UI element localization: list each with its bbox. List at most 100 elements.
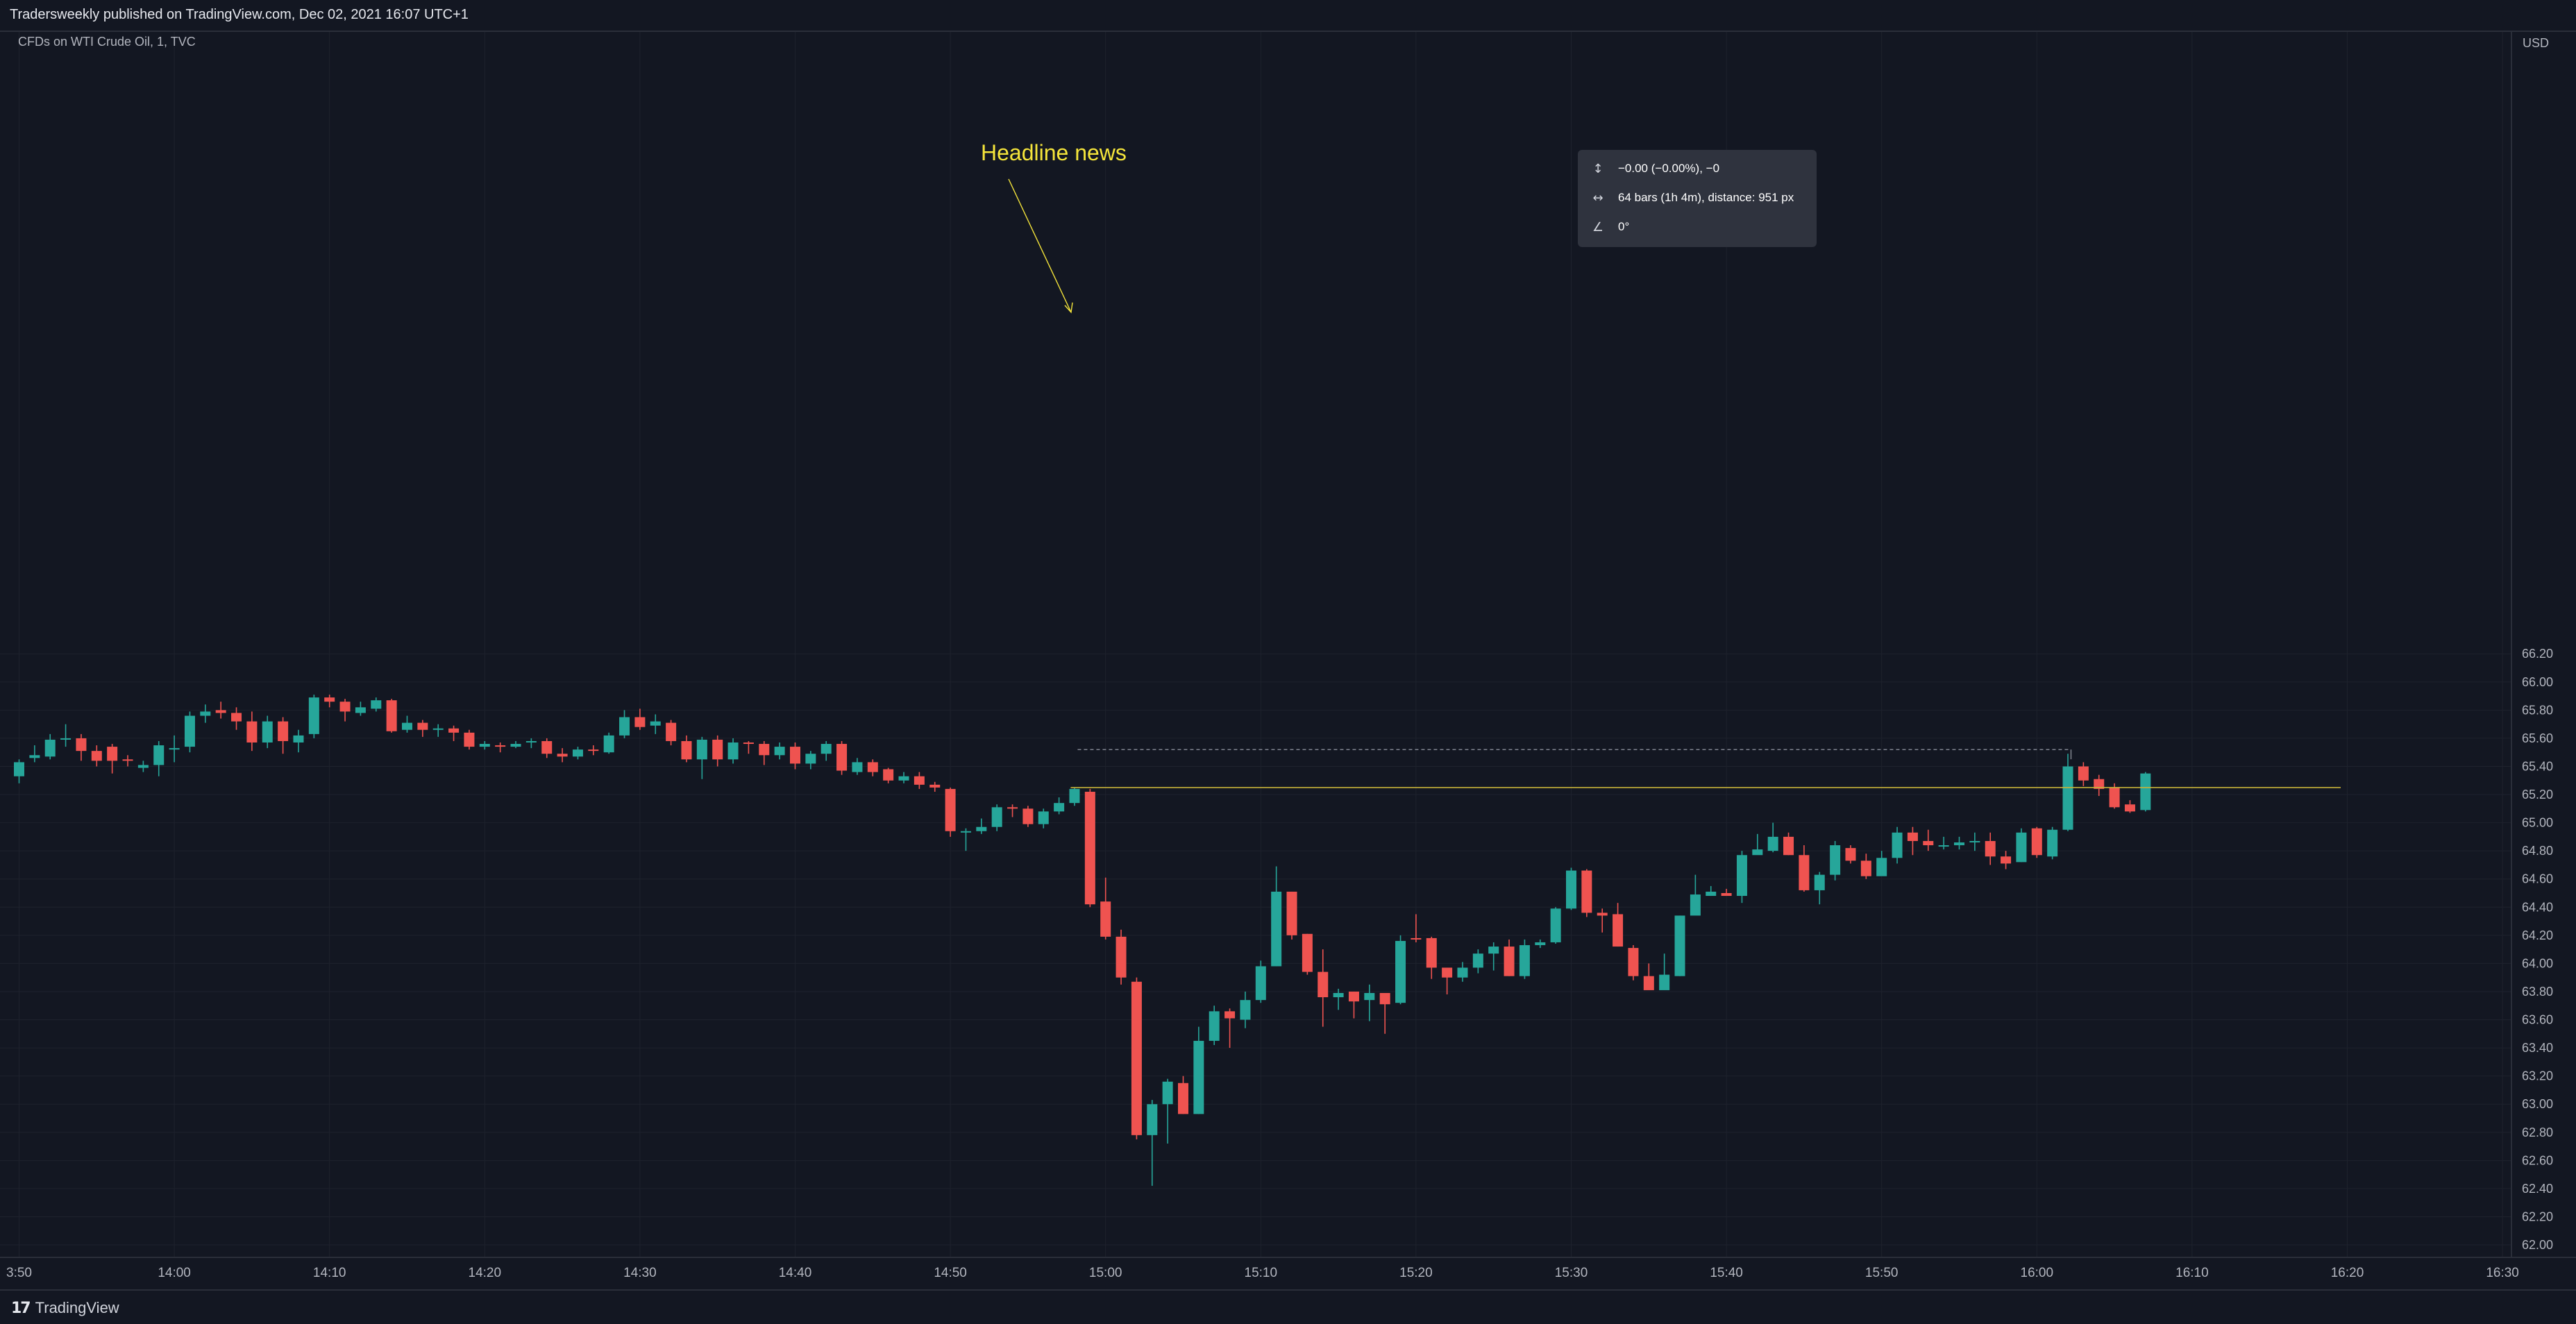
- candle: [557, 748, 568, 763]
- candle: [262, 715, 273, 749]
- candle-body: [262, 721, 273, 743]
- y-tick-label: 65.20: [2522, 788, 2553, 801]
- candle: [929, 781, 941, 792]
- candle: [790, 742, 800, 770]
- candle: [308, 695, 319, 738]
- y-tick-label: 63.20: [2522, 1069, 2553, 1083]
- candle-body: [1100, 901, 1111, 937]
- candle-body: [1767, 836, 1778, 851]
- candle-body: [836, 744, 848, 771]
- candle: [2124, 800, 2135, 813]
- candle: [324, 695, 335, 708]
- tradingview-brand[interactable]: 17 TradingView: [11, 1299, 119, 1317]
- symbol-legend[interactable]: CFDs on WTI Crude Oil, 1, TVC: [18, 35, 196, 49]
- candle: [246, 711, 258, 752]
- price-axis[interactable]: 62.00 62.20 62.40 62.60 62.80 63.00 63.20 63.40…: [2522, 36, 2553, 1252]
- x-tick-label: 15:20: [1399, 1266, 1433, 1280]
- candle: [1721, 888, 1732, 897]
- y-tick-label: 64.20: [2522, 928, 2553, 942]
- x-tick-label: 15:30: [1555, 1266, 1588, 1280]
- candle-body: [1938, 845, 1949, 847]
- y-tick-label: 64.00: [2522, 956, 2553, 970]
- candle: [1333, 988, 1344, 1010]
- candle: [1302, 933, 1313, 975]
- candle: [169, 735, 180, 763]
- candle-body: [1271, 891, 1282, 967]
- candle: [1178, 1076, 1188, 1114]
- candle-body: [603, 735, 614, 753]
- x-tick-label: 16:20: [2331, 1266, 2364, 1280]
- candle: [1007, 804, 1018, 817]
- candle: [1860, 854, 1871, 879]
- candle: [1706, 885, 1717, 897]
- candle-body: [1147, 1104, 1158, 1135]
- candle-body: [355, 707, 366, 713]
- y-tick-label: 66.20: [2522, 647, 2553, 661]
- candle: [1985, 832, 1996, 865]
- candle-body: [1302, 933, 1313, 972]
- candle-body: [2047, 829, 2058, 857]
- candle-body: [1333, 992, 1344, 998]
- candle-body: [1364, 992, 1375, 1001]
- candle: [1286, 891, 1297, 940]
- candle: [852, 758, 863, 775]
- candle: [153, 740, 165, 776]
- candle-body: [790, 747, 800, 764]
- candle-body: [308, 697, 319, 734]
- candle-body: [666, 722, 677, 741]
- candle: [1767, 822, 1778, 853]
- candle: [1379, 992, 1390, 1034]
- candle: [448, 725, 460, 741]
- candle: [681, 735, 692, 763]
- candle-body: [2078, 766, 2089, 781]
- candle-body: [510, 744, 521, 747]
- candle-body: [1752, 849, 1763, 856]
- candle: [60, 724, 71, 747]
- candle-body: [1084, 791, 1095, 905]
- candle-body: [91, 751, 102, 761]
- x-tick-label: 15:00: [1089, 1266, 1122, 1280]
- candle-body: [1954, 842, 1964, 846]
- candle: [1488, 942, 1499, 971]
- measure-angle: 0°: [1618, 220, 1630, 233]
- headline-news-annotation[interactable]: Headline news: [981, 140, 1127, 165]
- price-chart[interactable]: 62.00 62.20 62.40 62.60 62.80 63.00 63.20 63.40…: [0, 32, 2576, 1289]
- candle: [464, 729, 475, 750]
- candle: [1504, 939, 1515, 976]
- candle-body: [2062, 766, 2073, 830]
- drawing-overlays[interactable]: [1008, 178, 2341, 788]
- candle: [867, 759, 878, 776]
- y-tick-label: 64.80: [2522, 844, 2553, 858]
- candle: [231, 707, 242, 730]
- x-tick-label: 14:30: [623, 1266, 657, 1280]
- candle-body: [696, 739, 707, 760]
- y-tick-label: 65.80: [2522, 703, 2553, 717]
- time-axis[interactable]: 3:50 14:00 14:10 14:20 14:30 14:40 14:50 15:00 1…: [6, 1266, 2519, 1280]
- candle: [1659, 953, 1670, 990]
- candle: [805, 751, 816, 770]
- candle: [619, 710, 630, 738]
- candle-body: [1069, 788, 1080, 804]
- candle-body: [1131, 981, 1142, 1135]
- x-tick-label: 15:50: [1865, 1266, 1899, 1280]
- candle: [1674, 915, 1685, 976]
- candle: [1519, 939, 1530, 979]
- candle-body: [44, 739, 56, 757]
- candle-body: [448, 728, 460, 733]
- candle-body: [1054, 803, 1065, 812]
- candle-body: [1007, 807, 1018, 809]
- candle-body: [339, 702, 351, 712]
- x-tick-label: 14:40: [779, 1266, 812, 1280]
- candle: [1830, 840, 1841, 881]
- candle-body: [976, 826, 987, 831]
- candle: [1100, 877, 1111, 940]
- candle-body: [1457, 967, 1468, 978]
- candle-body: [1876, 858, 1887, 876]
- candle-body: [1892, 832, 1903, 858]
- y-tick-label: 62.20: [2522, 1210, 2553, 1223]
- x-tick-label: 14:20: [469, 1266, 502, 1280]
- candle-body: [2016, 832, 2027, 863]
- candlestick-series[interactable]: [14, 695, 2151, 1186]
- candle: [1147, 1100, 1158, 1186]
- candle-body: [1504, 947, 1515, 976]
